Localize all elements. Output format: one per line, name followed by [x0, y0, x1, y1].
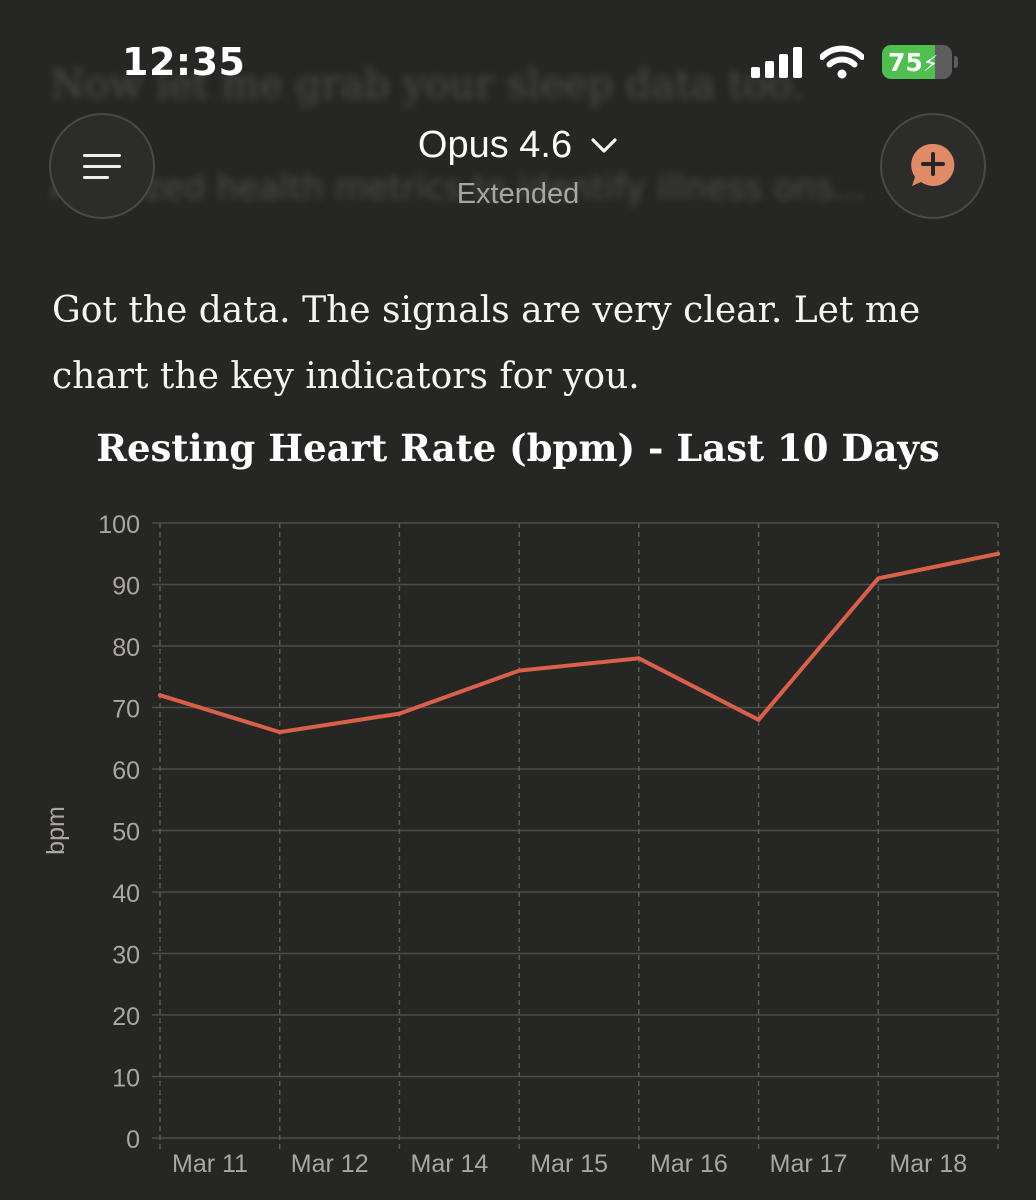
- model-selector[interactable]: Opus 4.6: [0, 124, 1036, 167]
- y-tick-label: 60: [112, 757, 140, 785]
- y-tick-label: 30: [112, 942, 140, 970]
- heart-rate-chart: 0 10 20 30 40 50 60 70 80 90 100 Mar 11 Mar 12 Mar 14…: [42, 511, 1000, 1178]
- battery-level-fill: [882, 45, 935, 79]
- x-tick-label: Mar 18: [889, 1150, 967, 1178]
- x-tick-label: Mar 12: [291, 1150, 369, 1178]
- y-tick-label: 90: [112, 573, 140, 601]
- y-tick-label: 50: [112, 819, 140, 847]
- y-tick-label: 20: [112, 1003, 140, 1031]
- series-line: [158, 551, 1000, 735]
- y-axis-label: bpm: [42, 806, 70, 855]
- status-indicators: 75⚡: [751, 40, 958, 84]
- y-tick-label: 100: [98, 511, 140, 539]
- new-chat-button[interactable]: [880, 113, 986, 219]
- menu-button[interactable]: [49, 113, 155, 219]
- model-name: Opus 4.6: [417, 124, 573, 166]
- x-tick-label: Mar 15: [530, 1150, 608, 1178]
- cellular-signal-icon: [751, 46, 802, 78]
- battery-percent: 75: [888, 47, 923, 77]
- data-point: [996, 551, 1000, 556]
- y-tick-label: 0: [126, 1126, 140, 1154]
- data-point: [158, 693, 162, 698]
- hamburger-icon: [83, 153, 121, 179]
- charging-bolt-icon: ⚡: [922, 51, 939, 77]
- y-tick-label: 70: [112, 696, 140, 724]
- battery-icon: 75⚡: [882, 45, 952, 79]
- scrolled-message-text: Now let me grab your sleep data too.: [50, 62, 805, 108]
- new-chat-icon: [911, 143, 955, 186]
- data-point: [636, 656, 641, 661]
- data-point: [876, 576, 881, 581]
- y-tick-label: 80: [112, 634, 140, 662]
- data-point: [397, 711, 402, 716]
- y-tick-label: 10: [112, 1065, 140, 1093]
- assistant-message: Got the data. The signals are very clear…: [52, 290, 921, 397]
- data-point: [517, 668, 522, 673]
- x-tick-label: Mar 16: [650, 1150, 728, 1178]
- chart-title: Resting Heart Rate (bpm) - Last 10 Days: [96, 426, 940, 470]
- battery-cap: [954, 56, 958, 68]
- x-tick-label: Mar 14: [411, 1150, 489, 1178]
- x-tick-label: Mar 11: [172, 1150, 248, 1178]
- chevron-down-icon: [591, 137, 617, 153]
- data-point: [277, 730, 282, 735]
- data-point: [756, 717, 761, 722]
- model-mode: Extended: [456, 178, 580, 210]
- y-tick-label: 40: [112, 880, 140, 908]
- status-time: 12:35: [122, 40, 246, 84]
- wifi-icon: [820, 45, 864, 79]
- x-tick-label: Mar 17: [770, 1150, 848, 1178]
- scrolled-tool-status: Analyzed health metrics to identify illn…: [50, 168, 866, 208]
